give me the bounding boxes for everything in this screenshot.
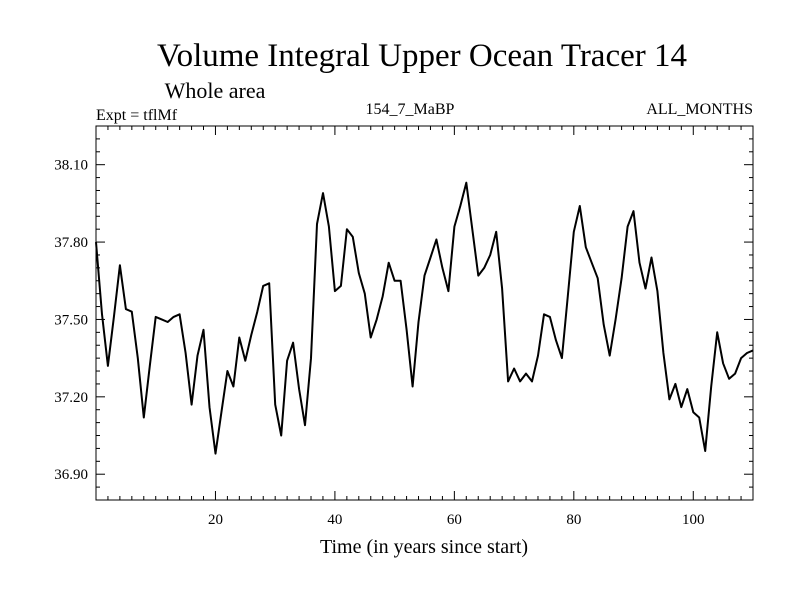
expt-label: Expt = tflMf [96,107,178,124]
axis-tick-labels: 20 40 60 80 100 36.90 37.20 37.50 37.80 38.10 [54,158,704,528]
x-tick-label: 100 [682,512,705,528]
series-line [95,181,754,455]
y-tick-label: 37.50 [54,312,88,328]
x-tick-label: 20 [208,512,223,528]
y-tick-label: 38.10 [54,158,88,174]
x-tick-label: 60 [447,512,462,528]
x-tick-label: 80 [566,512,581,528]
chart-subtitle: Whole area [165,78,266,103]
run-label: 154_7_MaBP [366,101,455,118]
chart-title: Volume Integral Upper Ocean Tracer 14 [157,38,687,74]
y-tick-label: 36.90 [54,467,88,483]
plot-frame [95,125,754,501]
x-tick-label: 40 [327,512,342,528]
y-tick-label: 37.80 [54,235,88,251]
period-label: ALL_MONTHS [646,101,753,118]
x-axis-label: Time (in years since start) [320,536,528,558]
y-tick-label: 37.20 [54,390,88,406]
axis-ticks [96,125,753,500]
